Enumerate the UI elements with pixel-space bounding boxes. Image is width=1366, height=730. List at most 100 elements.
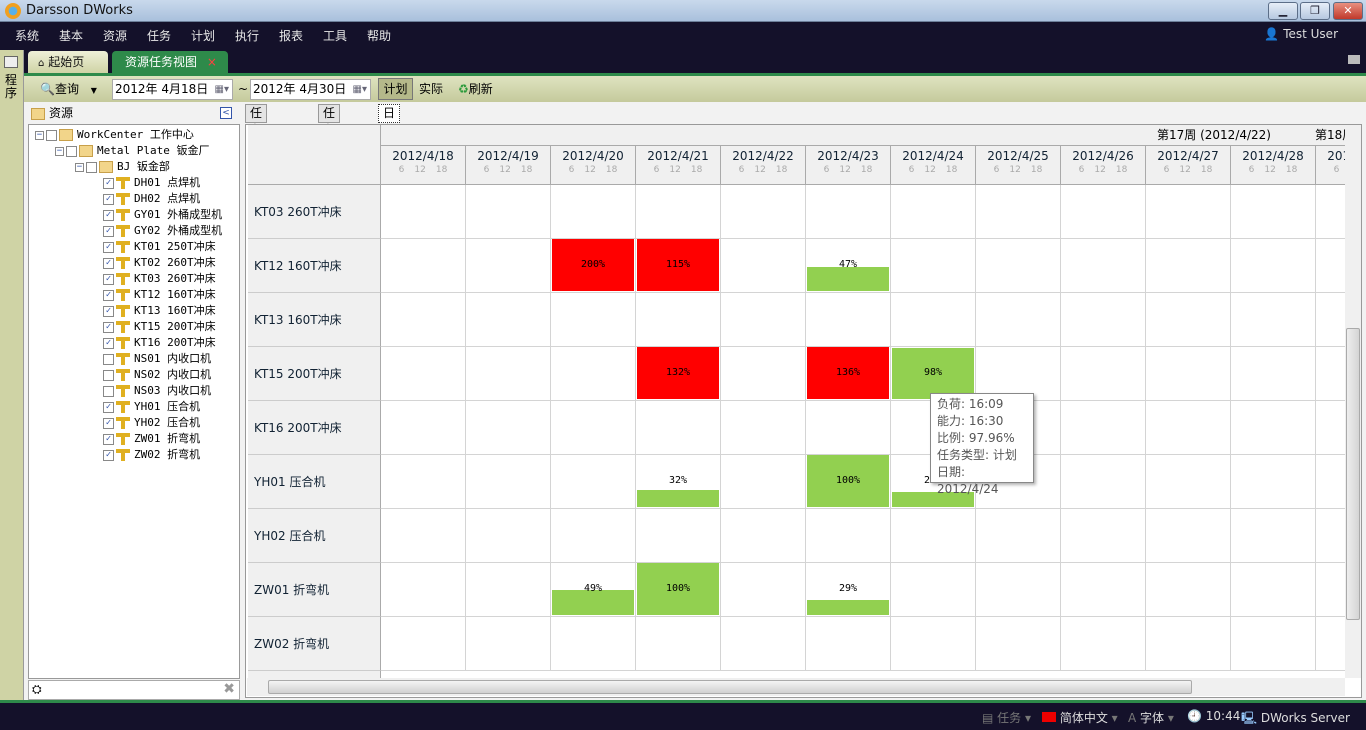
tree-node[interactable]: − WorkCenter 工作中心 <box>35 127 194 143</box>
expand-toggle-icon[interactable]: − <box>75 161 84 172</box>
menu-report[interactable]: 报表 <box>279 29 304 43</box>
load-cell[interactable] <box>551 185 636 239</box>
load-bar[interactable] <box>552 590 634 615</box>
query-button[interactable]: 🔍查询 ▼ <box>40 82 97 96</box>
load-cell[interactable] <box>1316 185 1361 239</box>
tab-close-icon[interactable]: × <box>206 55 217 69</box>
load-cell[interactable] <box>1146 401 1231 455</box>
load-cell[interactable] <box>1061 293 1146 347</box>
tree-checkbox[interactable] <box>103 369 114 381</box>
load-cell[interactable] <box>381 347 466 401</box>
load-cell[interactable] <box>721 401 806 455</box>
calendar-icon[interactable]: ▦▾ <box>352 84 367 95</box>
load-cell[interactable] <box>1316 293 1361 347</box>
menu-tools[interactable]: 工具 <box>323 29 348 43</box>
load-bar[interactable] <box>807 347 889 399</box>
tree-node[interactable]: ✓ KT16 200T冲床 <box>103 335 216 351</box>
tree-node[interactable]: ✓ ZW01 折弯机 <box>103 431 200 447</box>
load-bar[interactable] <box>892 492 974 507</box>
load-cell[interactable] <box>1146 293 1231 347</box>
tree-node[interactable]: ✓ KT13 160T冲床 <box>103 303 216 319</box>
expand-toggle-icon[interactable]: − <box>35 129 44 140</box>
menu-task[interactable]: 任务 <box>147 29 172 43</box>
restore-button[interactable]: ❐ <box>1300 2 1330 20</box>
vertical-scroll-thumb[interactable] <box>1346 328 1360 620</box>
clear-search-icon[interactable]: ✖ <box>223 681 235 697</box>
load-cell[interactable] <box>1231 509 1316 563</box>
load-cell[interactable] <box>1061 617 1146 671</box>
load-cell[interactable] <box>551 401 636 455</box>
tree-checkbox[interactable] <box>86 161 97 173</box>
load-cell[interactable] <box>976 509 1061 563</box>
tree-checkbox[interactable]: ✓ <box>103 449 114 461</box>
tree-node[interactable]: ✓ DH01 点焊机 <box>103 175 200 191</box>
load-cell[interactable] <box>636 509 721 563</box>
load-cell[interactable]: 49% <box>551 563 636 617</box>
load-cell[interactable]: 100% <box>806 455 891 509</box>
tree-checkbox[interactable]: ✓ <box>103 401 114 413</box>
window-list-icon[interactable] <box>1348 55 1360 64</box>
load-cell[interactable]: 132% <box>636 347 721 401</box>
load-cell[interactable] <box>466 401 551 455</box>
tree-node[interactable]: NS03 内收口机 <box>103 383 211 399</box>
load-cell[interactable] <box>466 455 551 509</box>
tree-node[interactable]: ✓ YH02 压合机 <box>103 415 200 431</box>
load-bar[interactable] <box>552 239 634 291</box>
load-cell[interactable] <box>1061 455 1146 509</box>
tree-checkbox[interactable]: ✓ <box>103 257 114 269</box>
load-cell[interactable] <box>891 563 976 617</box>
end-date-picker[interactable]: 2012年 4月30日 ▦▾ <box>250 79 371 100</box>
tree-node[interactable]: ✓ KT03 260T冲床 <box>103 271 216 287</box>
load-cell[interactable] <box>721 509 806 563</box>
tree-checkbox[interactable]: ✓ <box>103 433 114 445</box>
load-bar[interactable] <box>637 563 719 615</box>
tree-node[interactable]: NS01 内收口机 <box>103 351 211 367</box>
tree-checkbox[interactable] <box>103 353 114 365</box>
tree-node[interactable]: − BJ 钣金部 <box>75 159 170 175</box>
menu-resource[interactable]: 资源 <box>103 29 128 43</box>
load-cell[interactable] <box>381 401 466 455</box>
load-cell[interactable] <box>381 239 466 293</box>
load-cell[interactable] <box>636 185 721 239</box>
tree-node[interactable]: ✓ GY01 外桶成型机 <box>103 207 222 223</box>
tree-search-bar[interactable]: ⛭ ✖ <box>28 680 240 700</box>
load-cell[interactable] <box>466 617 551 671</box>
collapse-panel-button[interactable]: < <box>220 107 232 119</box>
tree-node[interactable]: ✓ YH01 压合机 <box>103 399 200 415</box>
load-cell[interactable]: 100% <box>636 563 721 617</box>
load-cell[interactable] <box>721 239 806 293</box>
tree-checkbox[interactable]: ✓ <box>103 241 114 253</box>
load-cell[interactable] <box>1146 617 1231 671</box>
load-cell[interactable] <box>1231 293 1316 347</box>
load-cell[interactable] <box>1146 347 1231 401</box>
tree-checkbox[interactable]: ✓ <box>103 273 114 285</box>
tab-task-gantt[interactable]: 任务甘特图 <box>245 104 268 188</box>
load-cell[interactable] <box>466 347 551 401</box>
menu-plan[interactable]: 计划 <box>191 29 216 43</box>
load-cell[interactable]: 47% <box>806 239 891 293</box>
load-cell[interactable] <box>381 455 466 509</box>
tree-node[interactable]: ✓ GY02 外桶成型机 <box>103 223 222 239</box>
load-cell[interactable] <box>1316 347 1361 401</box>
load-cell[interactable] <box>721 455 806 509</box>
tree-checkbox[interactable]: ✓ <box>103 289 114 301</box>
tree-checkbox[interactable]: ✓ <box>103 417 114 429</box>
load-cell[interactable] <box>1146 509 1231 563</box>
tree-checkbox[interactable]: ✓ <box>103 321 114 333</box>
tab-resource-task-view[interactable]: 资源任务视图 × <box>112 51 228 73</box>
load-cell[interactable] <box>636 293 721 347</box>
load-cell[interactable] <box>1316 401 1361 455</box>
program-sidebar[interactable]: 程序 <box>0 50 24 700</box>
horizontal-scrollbar[interactable] <box>247 678 1345 696</box>
load-cell[interactable] <box>636 401 721 455</box>
expand-toggle-icon[interactable]: − <box>55 145 64 156</box>
load-cell[interactable] <box>721 293 806 347</box>
load-cell[interactable] <box>1231 401 1316 455</box>
load-cell[interactable] <box>1316 563 1361 617</box>
load-cell[interactable] <box>1061 347 1146 401</box>
tree-checkbox[interactable]: ✓ <box>103 177 114 189</box>
load-cell[interactable] <box>1061 401 1146 455</box>
load-cell[interactable] <box>976 617 1061 671</box>
load-cell[interactable] <box>891 293 976 347</box>
actual-toggle[interactable]: 实际 <box>419 82 444 96</box>
